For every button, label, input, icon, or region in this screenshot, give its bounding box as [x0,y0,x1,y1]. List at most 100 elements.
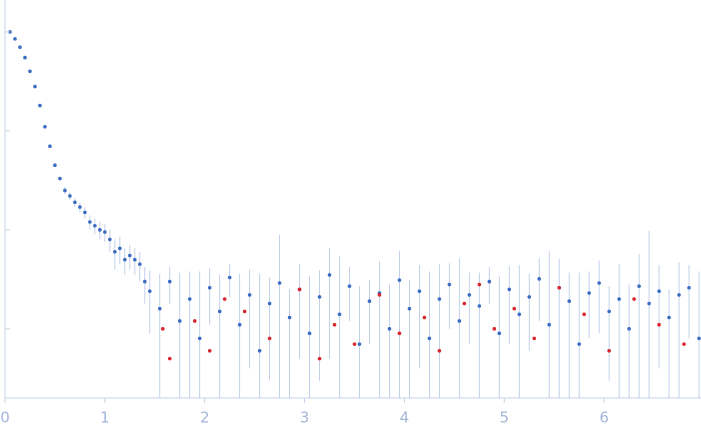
data-point [217,309,222,314]
data-point [677,293,681,297]
x-tick-label: 5 [500,409,510,427]
x-tick-label: 2 [200,409,210,427]
data-point [147,289,152,293]
data-point [397,331,402,336]
data-point [697,336,701,341]
x-tick-label: 6 [599,409,609,427]
data-point [687,285,691,290]
data-point [18,45,22,50]
data-point [377,293,382,297]
data-point [627,327,631,331]
data-point [237,322,242,327]
data-point [287,315,292,320]
data-point [487,279,492,284]
data-point [582,312,586,317]
data-point [277,281,282,285]
data-point [53,163,57,167]
data-point [397,278,402,282]
data-point [267,336,272,341]
data-point [13,37,17,41]
data-point [367,299,372,304]
data-point [167,356,172,361]
data-point [68,194,72,198]
data-point [407,306,412,311]
x-tick-label: 4 [400,409,410,427]
data-point [33,84,37,89]
data-point [78,205,82,209]
data-point [357,342,362,346]
data-point [492,327,497,331]
data-point [352,342,357,346]
data-point [457,319,462,323]
data-point [532,336,537,341]
data-point [682,342,686,346]
data-point [507,287,512,292]
data-point [477,304,482,308]
data-point [118,246,122,251]
data-point [23,55,27,60]
data-point [63,188,67,193]
data-point [133,257,137,262]
data-point [113,250,117,254]
data-point [222,297,227,301]
data-point [647,301,651,306]
data-point [437,348,442,353]
data-point [123,257,127,262]
data-point [557,285,562,290]
data-point [537,277,542,281]
data-point [617,297,621,301]
data-point [417,289,422,293]
data-point [58,176,62,181]
data-point [28,69,32,74]
data-point [138,262,142,266]
data-point [497,331,502,336]
data-point [637,284,641,288]
data-point [227,275,232,280]
data-point [207,285,212,290]
x-tick-label: 3 [300,409,310,427]
data-point [327,273,332,277]
data-point [142,279,147,284]
data-point [207,348,212,353]
data-point [43,124,47,129]
data-point [128,253,132,258]
data-point [512,306,517,311]
data-point [547,322,552,327]
data-point [93,223,97,228]
data-point [597,281,601,285]
data-point [83,210,87,215]
data-point [297,287,302,292]
data-point [192,319,197,323]
data-point [332,322,337,327]
data-point [447,282,452,287]
data-point [73,200,77,205]
data-point [422,315,427,320]
data-point [160,327,165,331]
data-point [187,297,192,301]
data-point [242,309,247,314]
data-point [347,284,352,288]
data-point [607,309,611,314]
data-point [467,293,472,297]
data-point [337,312,342,317]
data-point [267,301,272,306]
data-point [88,220,92,224]
data-point [177,319,182,323]
data-point [157,306,162,311]
data-point [103,230,107,234]
plot-area [8,30,701,398]
data-point [632,297,636,301]
data-point [427,336,432,341]
data-point [667,315,671,320]
data-point [317,356,322,361]
data-point [517,312,522,317]
data-point [437,297,442,301]
data-point [387,327,392,331]
data-point [607,348,611,353]
data-point [657,289,661,293]
data-point [567,299,571,304]
data-point [317,295,322,299]
data-point [462,301,467,306]
data-point [48,144,52,148]
data-point [307,331,312,336]
